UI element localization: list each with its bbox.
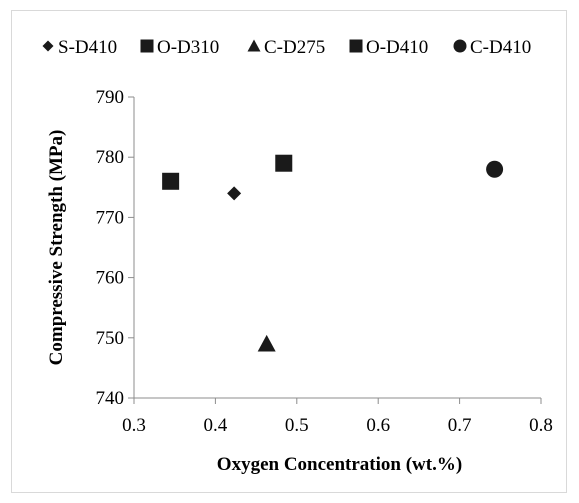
y-tick-label: 740 [96,388,125,409]
data-point-o-d310 [162,173,179,190]
x-tick-label: 0.7 [448,415,472,436]
x-tick-label: 0.8 [529,415,553,436]
legend-label: S-D410 [58,37,117,58]
data-point-o-d410 [275,155,292,172]
data-point-c-d275 [258,335,276,352]
legend-marker-s-d410 [43,41,54,52]
legend-label: O-D310 [157,37,219,58]
x-tick-label: 0.3 [122,415,146,436]
y-tick-label: 760 [96,268,125,289]
y-ticks: 740 750 760 770 780 790 [96,87,135,409]
x-tick-label: 0.6 [366,415,390,436]
data-point-s-d410 [227,186,241,200]
x-tick-label: 0.5 [285,415,309,436]
data-points [162,155,503,352]
y-axis-title: Compressive Strength (MPa) [46,130,67,366]
y-tick-label: 790 [96,87,125,108]
legend-label: C-D275 [264,37,325,58]
data-point-c-d410 [486,161,503,178]
legend-marker-c-d410 [454,40,467,53]
x-ticks: 0.3 0.4 0.5 0.6 0.7 0.8 [122,398,553,436]
x-tick-label: 0.4 [204,415,228,436]
legend: S-D410 O-D310 C-D275 O-D410 C-D410 [43,37,532,58]
legend-label: O-D410 [366,37,428,58]
y-tick-label: 750 [96,328,125,349]
y-tick-label: 770 [96,207,125,228]
x-axis-title: Oxygen Concentration (wt.%) [217,454,462,475]
legend-marker-o-d310 [141,40,154,53]
legend-marker-o-d410 [350,40,363,53]
legend-marker-c-d275 [248,40,261,52]
legend-label: C-D410 [470,37,531,58]
y-tick-label: 780 [96,147,125,168]
